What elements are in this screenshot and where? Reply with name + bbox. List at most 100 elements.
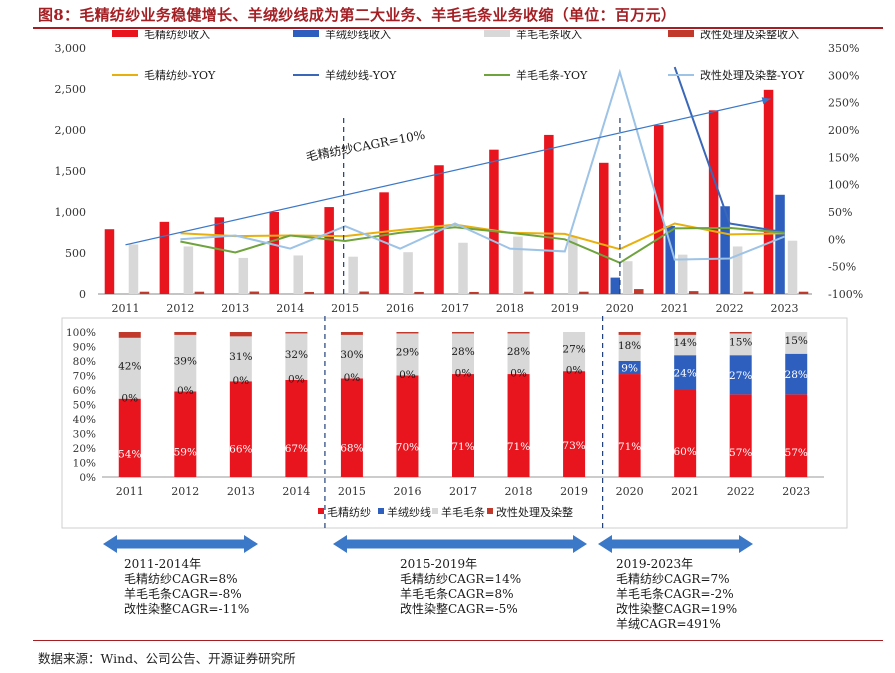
y2-tick-label: -100% bbox=[828, 288, 863, 301]
x-tick-label: 2011 bbox=[116, 485, 144, 498]
bar-2 bbox=[677, 254, 688, 294]
legend-label: 毛精纺纱收入 bbox=[144, 30, 210, 41]
share-bar-1 bbox=[618, 361, 641, 375]
bar-3 bbox=[634, 289, 644, 294]
yoy-line-3 bbox=[180, 68, 785, 261]
share-label-cashmere: 0% bbox=[233, 375, 250, 387]
legend-label: 羊毛毛条-YOY bbox=[516, 68, 588, 82]
x-tick-label: 2013 bbox=[227, 485, 255, 498]
legend-label: 羊绒纱线-YOY bbox=[325, 68, 397, 82]
cagr-annotation: 毛精纺纱CAGR=10% bbox=[305, 128, 427, 164]
x-tick-label: 2019 bbox=[551, 302, 579, 315]
y-tick-label: 1,000 bbox=[55, 206, 87, 219]
share-label-cashmere: 28% bbox=[785, 369, 808, 381]
bar-0 bbox=[269, 212, 279, 294]
share-label-worsted: 57% bbox=[785, 447, 808, 459]
bar-2 bbox=[348, 256, 358, 294]
share-bar-0 bbox=[118, 398, 141, 477]
share-label-cashmere: 0% bbox=[455, 368, 472, 380]
share-bar-2 bbox=[785, 332, 808, 354]
bar-3 bbox=[798, 291, 809, 294]
y-tick-label: 0 bbox=[79, 288, 86, 301]
share-label-worsted: 71% bbox=[618, 441, 641, 453]
period-1-line-2: 羊毛毛条CAGR=-8% bbox=[124, 587, 242, 601]
period-1-arrow bbox=[103, 535, 258, 553]
period-3-arrow bbox=[598, 535, 753, 553]
legend-label: 羊绒纱线收入 bbox=[325, 30, 391, 41]
x-tick-label: 2014 bbox=[282, 485, 310, 498]
share-label-wooltop: 15% bbox=[729, 336, 752, 348]
period-1-line-3: 改性染整CAGR=-11% bbox=[124, 602, 250, 616]
x-tick-label: 2015 bbox=[331, 302, 359, 315]
period-2-line-3: 改性染整CAGR=-5% bbox=[400, 602, 518, 616]
x-tick-label: 2023 bbox=[771, 302, 799, 315]
period-1-line-1: 毛精纺纱CAGR=8% bbox=[124, 572, 238, 586]
share-label-worsted: 68% bbox=[340, 442, 363, 454]
share-bar-0 bbox=[563, 371, 586, 477]
legend-label: 改性处理及染整-YOY bbox=[700, 68, 805, 82]
share-label-wooltop: 15% bbox=[785, 335, 808, 347]
footer-rule bbox=[33, 640, 883, 641]
share-bar-0 bbox=[729, 394, 752, 477]
share-label-worsted: 60% bbox=[673, 446, 696, 458]
legend-swatch bbox=[487, 508, 493, 514]
share-bar-0 bbox=[396, 375, 419, 477]
share-label-worsted: 54% bbox=[118, 449, 141, 461]
y-tick-label: 3,000 bbox=[55, 42, 87, 55]
y2-tick-label: 300% bbox=[828, 69, 859, 82]
bar-2 bbox=[238, 257, 249, 294]
bar-0 bbox=[763, 89, 774, 294]
period-3-label: 2019-2023年 bbox=[616, 557, 694, 571]
x-tick-label: 2022 bbox=[727, 485, 755, 498]
share-bar-3 bbox=[174, 332, 197, 335]
y-tick-label: 500 bbox=[65, 247, 86, 260]
y-tick-label: 10% bbox=[73, 458, 96, 470]
x-tick-label: 2021 bbox=[661, 302, 689, 315]
share-bar-0 bbox=[340, 378, 363, 477]
share-bar-2 bbox=[729, 333, 752, 356]
share-bar-2 bbox=[229, 336, 252, 382]
legend-label: 羊毛毛条 bbox=[441, 505, 485, 519]
x-tick-label: 2011 bbox=[111, 302, 139, 315]
share-bar-3 bbox=[229, 332, 252, 337]
share-bar-3 bbox=[674, 332, 697, 335]
legend-label: 改性处理及染整 bbox=[496, 505, 573, 519]
share-label-wooltop: 39% bbox=[174, 355, 197, 367]
bar-2 bbox=[732, 246, 743, 294]
y-tick-label: 30% bbox=[73, 429, 96, 441]
share-bar-1 bbox=[785, 353, 808, 395]
bar-2 bbox=[293, 255, 303, 294]
y-tick-label: 80% bbox=[73, 356, 96, 368]
share-bar-2 bbox=[507, 333, 530, 375]
y-tick-label: 2,000 bbox=[55, 124, 87, 137]
bar-1 bbox=[775, 194, 785, 294]
period-2-label: 2015-2019年 bbox=[400, 557, 478, 571]
share-bar-0 bbox=[785, 394, 808, 477]
bar-2 bbox=[128, 244, 139, 294]
period-2-line-1: 毛精纺纱CAGR=14% bbox=[400, 572, 522, 586]
share-label-cashmere: 0% bbox=[399, 369, 416, 381]
share-label-wooltop: 18% bbox=[618, 340, 641, 352]
yoy-line-0 bbox=[180, 222, 785, 251]
share-label-cashmere: 0% bbox=[566, 365, 583, 377]
x-tick-label: 2020 bbox=[606, 302, 634, 315]
y-tick-label: 2,500 bbox=[55, 83, 87, 96]
share-label-wooltop: 28% bbox=[451, 346, 474, 358]
share-label-wooltop: 14% bbox=[673, 337, 696, 349]
share-label-cashmere: 9% bbox=[621, 363, 638, 375]
share-label-worsted: 71% bbox=[451, 441, 474, 453]
share-bar-0 bbox=[229, 381, 252, 477]
share-bar-2 bbox=[285, 333, 308, 380]
bar-3 bbox=[249, 291, 260, 294]
bar-3 bbox=[579, 291, 589, 294]
share-bar-2 bbox=[118, 337, 141, 399]
y2-tick-label: 200% bbox=[828, 124, 859, 137]
bar-0 bbox=[489, 149, 499, 294]
bar-0 bbox=[379, 192, 389, 294]
y-tick-label: 100% bbox=[66, 327, 96, 339]
bar-2 bbox=[623, 261, 633, 294]
y2-tick-label: -50% bbox=[828, 261, 856, 274]
x-tick-label: 2013 bbox=[221, 302, 249, 315]
title-rule bbox=[33, 27, 883, 29]
share-label-worsted: 73% bbox=[562, 440, 585, 452]
